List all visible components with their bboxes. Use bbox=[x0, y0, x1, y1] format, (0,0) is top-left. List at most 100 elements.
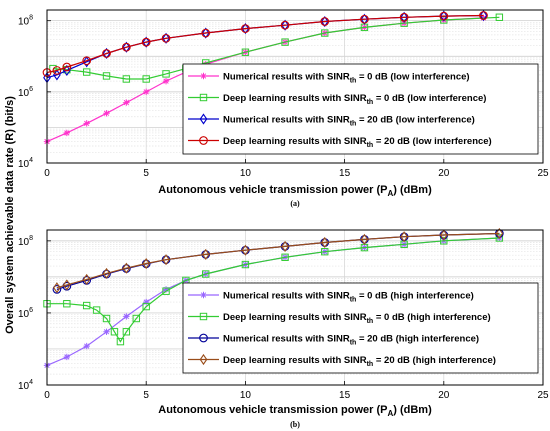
data-point bbox=[162, 70, 170, 78]
legend-label-tail: = 0 dB (high interference) bbox=[356, 291, 473, 302]
x-axis-label-tail: ) (dBm) bbox=[393, 184, 432, 196]
y-tick-base: 10 bbox=[18, 17, 30, 28]
data-point bbox=[241, 24, 250, 33]
y-tick-base: 10 bbox=[18, 159, 30, 170]
data-point bbox=[102, 314, 111, 323]
series-line-3 bbox=[46, 14, 484, 74]
data-point bbox=[281, 240, 289, 252]
data-point bbox=[103, 328, 110, 335]
data-point bbox=[141, 37, 151, 47]
data-point bbox=[241, 48, 250, 56]
legend-label-tail: = 20 dB (low interference) bbox=[373, 136, 492, 147]
legend-label-1: Deep learning results with SINRth = 0 dB… bbox=[223, 312, 491, 325]
data-point bbox=[201, 27, 210, 39]
data-point bbox=[142, 257, 151, 270]
data-point bbox=[440, 16, 448, 24]
x-tick-label: 20 bbox=[438, 390, 450, 401]
data-point bbox=[62, 279, 71, 291]
y-tick-exponent: 6 bbox=[29, 86, 33, 93]
legend-label-main: Deep learning results with SINR bbox=[223, 136, 367, 147]
legend-label-tail: = 0 dB (low interference) bbox=[356, 72, 469, 83]
data-point bbox=[116, 337, 125, 346]
data-point bbox=[83, 120, 90, 127]
data-point bbox=[82, 56, 92, 66]
data-point bbox=[102, 49, 111, 58]
data-point bbox=[143, 298, 150, 306]
data-point bbox=[110, 328, 119, 336]
x-tick-label: 5 bbox=[143, 390, 149, 401]
data-point bbox=[63, 353, 71, 361]
data-point bbox=[122, 75, 131, 83]
series-line-1 bbox=[47, 237, 500, 343]
panel-label: (b) bbox=[290, 420, 300, 429]
y-tick-exponent: 4 bbox=[29, 157, 33, 164]
data-point bbox=[82, 68, 91, 76]
legend-marker-3 bbox=[199, 136, 208, 145]
legend-label-sub: th bbox=[367, 361, 374, 368]
x-tick-label: 20 bbox=[438, 168, 450, 179]
data-point bbox=[201, 28, 211, 38]
y-tick-base: 10 bbox=[18, 309, 30, 320]
data-point bbox=[123, 313, 130, 320]
legend-marker-2 bbox=[199, 333, 208, 343]
data-point bbox=[62, 62, 72, 72]
legend-marker-3 bbox=[199, 353, 208, 366]
data-point bbox=[360, 233, 369, 245]
data-point bbox=[82, 301, 91, 310]
data-point bbox=[400, 19, 408, 27]
data-point bbox=[122, 328, 131, 336]
data-point bbox=[321, 247, 329, 256]
legend-label-1: Deep learning results with SINRth = 0 dB… bbox=[223, 93, 486, 106]
series-markers-3 bbox=[53, 227, 504, 294]
legend-label-main: Numerical results with SINR bbox=[223, 291, 350, 302]
legend: Numerical results with SINRth = 0 dB (lo… bbox=[182, 63, 539, 155]
y-tick-exponent: 8 bbox=[29, 235, 33, 242]
x-tick-label: 15 bbox=[339, 390, 351, 401]
data-point bbox=[439, 11, 449, 21]
data-point bbox=[399, 12, 409, 22]
data-point bbox=[202, 270, 210, 278]
x-axis-label-sub: A bbox=[387, 189, 393, 198]
axes-frame bbox=[46, 9, 544, 164]
legend-label-2: Numerical results with SINRth = 20 dB (h… bbox=[223, 334, 479, 347]
x-tick-label: 0 bbox=[44, 168, 50, 179]
legend-label-tail: = 0 dB (low interference) bbox=[373, 93, 486, 104]
data-point bbox=[320, 236, 329, 249]
legend-label-sub: th bbox=[350, 78, 357, 85]
series-markers-2 bbox=[43, 9, 488, 84]
x-axis-label: Autonomous vehicle transmission power (P… bbox=[158, 184, 432, 198]
data-point bbox=[162, 32, 170, 44]
legend-label-main: Numerical results with SINR bbox=[223, 72, 350, 83]
y-tick-label: 108 bbox=[18, 235, 33, 248]
legend-label-tail: = 20 dB (low interference) bbox=[356, 115, 475, 126]
x-tick-label: 5 bbox=[143, 168, 149, 179]
x-axis-label-main: Autonomous vehicle transmission power (P bbox=[158, 404, 387, 416]
x-tick-label: 15 bbox=[339, 168, 351, 179]
legend-label-3: Deep learning results with SINRth = 20 d… bbox=[223, 355, 496, 368]
x-tick-label: 10 bbox=[240, 390, 252, 401]
data-point bbox=[63, 300, 71, 308]
legend-label-0: Numerical results with SINRth = 0 dB (hi… bbox=[223, 291, 474, 304]
y-tick-exponent: 4 bbox=[29, 379, 33, 386]
legend-label-sub: th bbox=[367, 99, 374, 106]
y-tick-exponent: 8 bbox=[29, 15, 33, 22]
data-point bbox=[479, 9, 488, 22]
legend-label-main: Numerical results with SINR bbox=[223, 115, 350, 126]
legend-label-3: Deep learning results with SINRth = 20 d… bbox=[223, 136, 492, 149]
x-tick-label: 25 bbox=[537, 390, 549, 401]
series-markers-3 bbox=[42, 11, 488, 77]
data-point bbox=[162, 286, 170, 293]
y-tick-label: 104 bbox=[18, 379, 33, 392]
data-point bbox=[52, 66, 62, 75]
data-point bbox=[479, 11, 488, 20]
legend-label-main: Numerical results with SINR bbox=[223, 334, 350, 345]
legend-label-sub: th bbox=[350, 297, 357, 304]
data-point bbox=[320, 17, 330, 26]
legend-marker-1 bbox=[199, 93, 208, 102]
legend-label-main: Deep learning results with SINR bbox=[223, 93, 367, 104]
legend-label-main: Deep learning results with SINR bbox=[223, 355, 367, 366]
data-point bbox=[92, 306, 101, 314]
data-point bbox=[281, 38, 289, 46]
